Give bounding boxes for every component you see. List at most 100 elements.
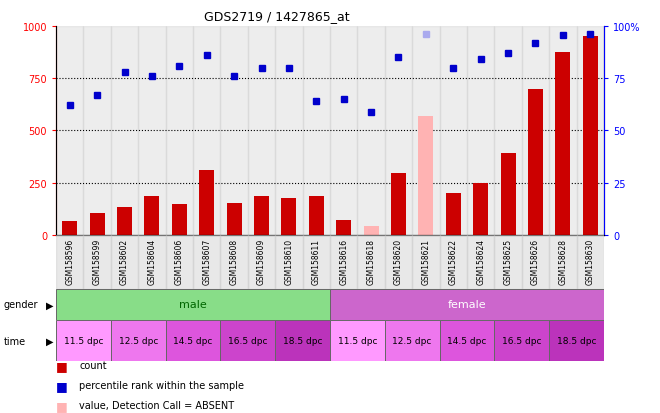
Text: 14.5 dpc: 14.5 dpc — [447, 336, 486, 345]
Bar — [254, 197, 269, 235]
Bar — [83, 235, 111, 289]
Bar — [385, 27, 412, 235]
Bar — [549, 320, 604, 361]
Bar — [275, 235, 302, 289]
Text: count: count — [79, 361, 107, 370]
Bar — [193, 27, 220, 235]
Text: ▶: ▶ — [46, 336, 53, 346]
Bar — [330, 289, 604, 320]
Text: time: time — [3, 336, 26, 346]
Bar — [418, 116, 434, 235]
Bar — [90, 214, 105, 235]
Bar — [336, 221, 351, 235]
Bar — [220, 27, 248, 235]
Bar — [473, 183, 488, 235]
Bar — [577, 235, 604, 289]
Text: GSM158608: GSM158608 — [230, 238, 239, 284]
Bar — [83, 27, 111, 235]
Text: 18.5 dpc: 18.5 dpc — [283, 336, 322, 345]
Text: ■: ■ — [56, 359, 68, 372]
Bar — [364, 226, 379, 235]
Bar — [440, 27, 467, 235]
Bar — [358, 235, 385, 289]
Bar — [391, 174, 406, 235]
Text: GDS2719 / 1427865_at: GDS2719 / 1427865_at — [205, 10, 350, 23]
Bar — [302, 27, 330, 235]
Text: 11.5 dpc: 11.5 dpc — [338, 336, 377, 345]
Bar — [385, 320, 440, 361]
Text: GSM158616: GSM158616 — [339, 238, 348, 284]
Bar — [521, 235, 549, 289]
Bar — [56, 235, 83, 289]
Text: ■: ■ — [56, 399, 68, 412]
Text: 12.5 dpc: 12.5 dpc — [393, 336, 432, 345]
Bar — [275, 320, 330, 361]
Text: 12.5 dpc: 12.5 dpc — [119, 336, 158, 345]
Bar — [220, 320, 275, 361]
Bar — [199, 171, 214, 235]
Text: GSM158610: GSM158610 — [284, 238, 294, 284]
Bar — [117, 207, 132, 235]
Bar — [56, 27, 83, 235]
Bar — [330, 27, 358, 235]
Text: GSM158609: GSM158609 — [257, 238, 266, 284]
Text: gender: gender — [3, 299, 38, 310]
Bar — [248, 27, 275, 235]
Bar — [166, 320, 220, 361]
Bar — [111, 27, 138, 235]
Text: GSM158607: GSM158607 — [202, 238, 211, 284]
Text: GSM158604: GSM158604 — [147, 238, 156, 284]
Text: 11.5 dpc: 11.5 dpc — [64, 336, 103, 345]
Text: GSM158622: GSM158622 — [449, 238, 458, 284]
Bar — [172, 204, 187, 235]
Text: GSM158606: GSM158606 — [175, 238, 184, 284]
Bar — [494, 235, 521, 289]
Text: GSM158626: GSM158626 — [531, 238, 540, 284]
Bar — [166, 235, 193, 289]
Text: GSM158625: GSM158625 — [504, 238, 513, 284]
Text: male: male — [179, 299, 207, 310]
Bar — [166, 27, 193, 235]
Bar — [440, 320, 494, 361]
Bar — [330, 320, 385, 361]
Text: GSM158620: GSM158620 — [394, 238, 403, 284]
Bar — [467, 27, 494, 235]
Bar — [412, 235, 440, 289]
Bar — [494, 320, 549, 361]
Text: GSM158618: GSM158618 — [366, 238, 376, 284]
Text: GSM158628: GSM158628 — [558, 238, 568, 284]
Text: GSM158596: GSM158596 — [65, 238, 75, 284]
Text: ▶: ▶ — [46, 299, 53, 310]
Bar — [62, 222, 77, 235]
Bar — [193, 235, 220, 289]
Bar — [56, 289, 330, 320]
Bar — [138, 235, 166, 289]
Text: female: female — [447, 299, 486, 310]
Bar — [56, 320, 111, 361]
Bar — [145, 197, 160, 235]
Text: GSM158621: GSM158621 — [421, 238, 430, 284]
Bar — [385, 235, 412, 289]
Bar — [330, 235, 358, 289]
Text: ■: ■ — [56, 379, 68, 392]
Text: 16.5 dpc: 16.5 dpc — [228, 336, 267, 345]
Bar — [111, 320, 166, 361]
Text: GSM158611: GSM158611 — [312, 238, 321, 284]
Bar — [549, 235, 577, 289]
Text: 14.5 dpc: 14.5 dpc — [174, 336, 213, 345]
Bar — [358, 27, 385, 235]
Bar — [275, 27, 302, 235]
Bar — [577, 27, 604, 235]
Bar — [111, 235, 138, 289]
Text: GSM158630: GSM158630 — [585, 238, 595, 284]
Text: value, Detection Call = ABSENT: value, Detection Call = ABSENT — [79, 400, 234, 410]
Bar — [500, 154, 515, 235]
Bar — [248, 235, 275, 289]
Bar — [467, 235, 494, 289]
Bar — [220, 235, 248, 289]
Bar — [138, 27, 166, 235]
Bar — [494, 27, 521, 235]
Bar — [302, 235, 330, 289]
Text: GSM158602: GSM158602 — [120, 238, 129, 284]
Bar — [521, 27, 549, 235]
